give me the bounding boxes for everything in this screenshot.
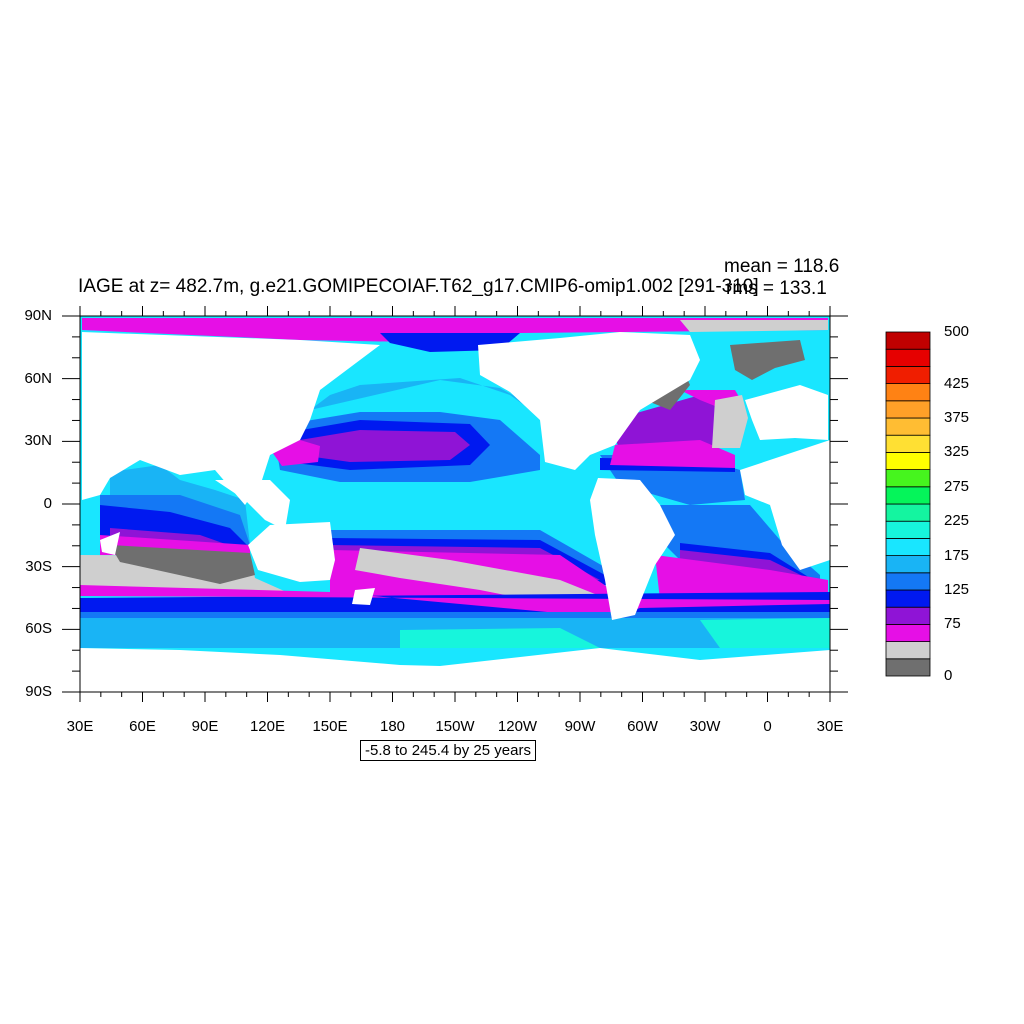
- lon-label: 180: [379, 718, 406, 735]
- spac-gray: [355, 548, 610, 606]
- colorbar-label: 425: [944, 374, 970, 392]
- colorbar-box: [885, 572, 931, 591]
- lat-label: 90N: [24, 307, 52, 324]
- colorbar-box: [885, 589, 931, 608]
- colorbar-box: [885, 503, 931, 522]
- lon-label: 0: [763, 718, 772, 735]
- npac-purple: [300, 430, 470, 462]
- colorbar-box: [885, 555, 931, 574]
- lon-label: 30E: [66, 718, 94, 735]
- colorbar-box: [885, 434, 931, 453]
- so-teal-east: [700, 618, 830, 648]
- colorbar-box: [885, 417, 931, 436]
- colorbar: [885, 331, 931, 677]
- colorbar-box: [885, 365, 931, 384]
- indian-gray-dark: [110, 545, 255, 584]
- lon-label: 60E: [129, 718, 156, 735]
- so-blue: [80, 612, 830, 618]
- colorbar-box: [885, 469, 931, 488]
- lat-label: 30N: [24, 432, 52, 450]
- colorbar-label: 375: [944, 409, 970, 426]
- lon-label: 60W: [627, 718, 658, 735]
- colorbar-box: [885, 658, 931, 677]
- colorbar-label: 75: [944, 615, 961, 633]
- colorbar-box: [885, 520, 931, 539]
- lat-label: 60N: [24, 369, 52, 387]
- lat-label: 60S: [25, 620, 52, 638]
- colorbar-box: [885, 641, 931, 660]
- colorbar-box: [885, 538, 931, 557]
- lon-label: 150E: [312, 718, 348, 735]
- colorbar-box: [885, 331, 931, 350]
- rms-stat: rms = 133.1: [726, 278, 827, 299]
- arctic-gray-dark: [730, 340, 805, 380]
- lat-label: 0: [43, 495, 52, 512]
- npac-magenta: [272, 440, 320, 466]
- contour-range-label: -5.8 to 245.4 by 25 years: [360, 740, 536, 761]
- lon-label: 90E: [191, 718, 219, 735]
- colorbar-box: [885, 383, 931, 402]
- map-title: IAGE at z= 482.7m, g.e21.GOMIPECOIAF.T62…: [78, 276, 759, 297]
- colorbar-box: [885, 606, 931, 625]
- colorbar-box: [885, 451, 931, 470]
- natl-gray: [712, 395, 748, 448]
- colorbar-label: 225: [944, 512, 970, 530]
- colorbar-box: [885, 400, 931, 419]
- arctic-gray: [680, 320, 828, 332]
- so-magenta-inner: [80, 585, 830, 618]
- lon-label: 120W: [497, 718, 538, 735]
- arctic-band: [82, 318, 828, 343]
- lon-label: 150W: [435, 718, 475, 735]
- colorbar-label: 325: [944, 443, 970, 461]
- land: [80, 332, 830, 692]
- colorbar-label: 125: [944, 581, 970, 598]
- lat-label: 90S: [25, 683, 52, 700]
- colorbar-box: [885, 624, 931, 643]
- lon-label: 120E: [249, 718, 286, 735]
- lat-label: 30S: [25, 557, 52, 575]
- natl-magenta: [610, 440, 735, 468]
- colorbar-label: 275: [944, 477, 970, 495]
- colorbar-box: [885, 486, 931, 505]
- lon-label: 30W: [689, 718, 721, 735]
- colorbar-label: 0: [944, 667, 953, 684]
- lon-label: 30E: [816, 718, 844, 735]
- colorbar-label: 175: [944, 546, 970, 564]
- ocean-field: [80, 316, 830, 692]
- mean-stat: mean = 118.6: [724, 256, 840, 277]
- colorbar-box: [885, 348, 931, 367]
- axis-ticks: [62, 306, 848, 702]
- lon-label: 90W: [564, 718, 596, 735]
- colorbar-label: 500: [944, 323, 970, 340]
